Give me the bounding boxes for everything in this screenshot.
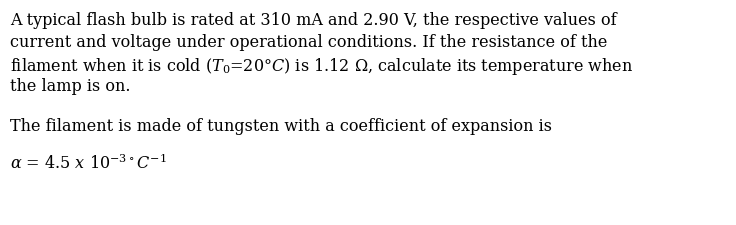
Text: the lamp is on.: the lamp is on. [10, 78, 130, 95]
Text: current and voltage under operational conditions. If the resistance of the: current and voltage under operational co… [10, 34, 607, 51]
Text: The filament is made of tungsten with a coefficient of expansion is: The filament is made of tungsten with a … [10, 118, 552, 135]
Text: $\alpha$ = 4.5 $x$ 10$^{-3\circ}$$C^{-1}$: $\alpha$ = 4.5 $x$ 10$^{-3\circ}$$C^{-1}… [10, 154, 166, 173]
Text: A typical flash bulb is rated at 310 mA and 2.90 V, the respective values of: A typical flash bulb is rated at 310 mA … [10, 12, 617, 29]
Text: filament when it is cold ($T_0$=20°$C$) is 1.12 Ω, calculate its temperature whe: filament when it is cold ($T_0$=20°$C$) … [10, 56, 633, 77]
